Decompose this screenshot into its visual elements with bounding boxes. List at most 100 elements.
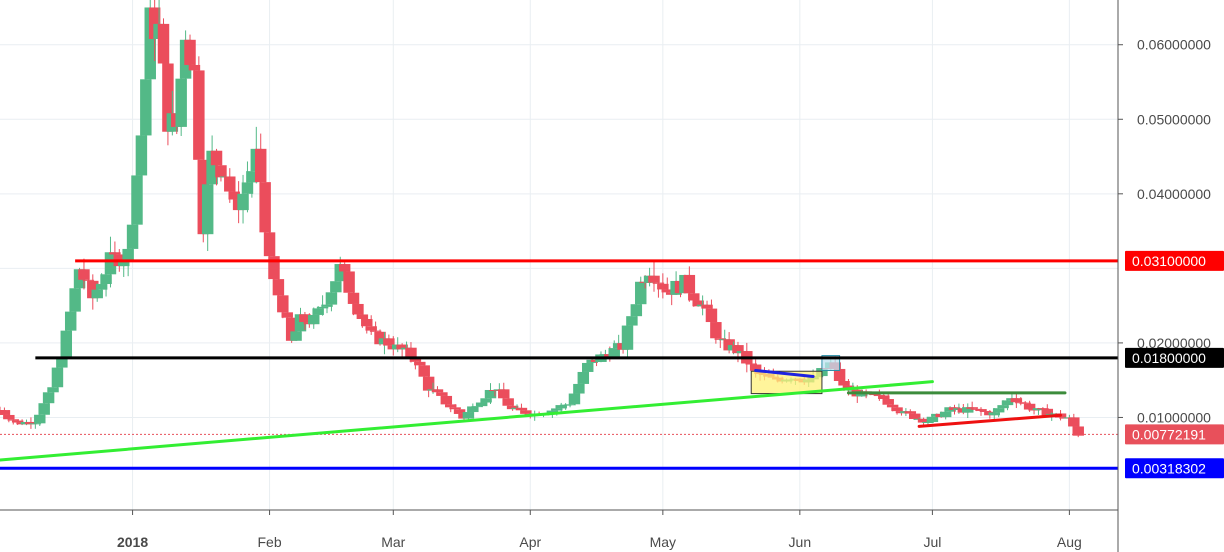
- candle-body: [69, 288, 81, 312]
- candle-body: [418, 365, 430, 377]
- candle-body: [732, 345, 744, 354]
- candle-body: [480, 398, 492, 403]
- candle-body: [215, 165, 227, 178]
- candle-body: [34, 414, 46, 424]
- candle-body: [308, 314, 320, 325]
- candle-body: [285, 317, 298, 341]
- candle-body: [157, 23, 170, 64]
- x-tick-label: Apr: [519, 534, 541, 550]
- candle-body: [241, 182, 254, 194]
- candle-body: [91, 289, 103, 299]
- candle-body: [193, 70, 205, 160]
- candle-body: [626, 316, 638, 326]
- candle-body: [405, 347, 417, 358]
- candle-body: [939, 411, 952, 418]
- candle-body: [1019, 402, 1031, 404]
- candle-body: [312, 308, 324, 315]
- candle-body: [551, 408, 563, 411]
- candle-body: [361, 318, 373, 327]
- candle-body: [705, 308, 718, 323]
- candle-body: [475, 402, 488, 407]
- candle-body: [131, 175, 143, 225]
- candle-body: [224, 176, 236, 192]
- candle-body: [471, 406, 483, 408]
- candle-body: [453, 409, 466, 414]
- candle-body: [621, 325, 634, 350]
- candle-body: [608, 348, 620, 358]
- candle-body: [506, 405, 519, 410]
- candle-body: [330, 281, 342, 293]
- candle-body: [1068, 417, 1080, 427]
- candle-body: [891, 407, 903, 412]
- candle-body: [710, 322, 722, 339]
- price-tag: [1125, 424, 1224, 445]
- candle-body: [1023, 403, 1036, 410]
- candle-body: [38, 403, 50, 415]
- y-tick-label: 0.05000000: [1137, 111, 1211, 127]
- candle-body: [60, 330, 73, 358]
- candle-body: [64, 311, 77, 331]
- candle-body: [652, 282, 665, 284]
- candle-body: [878, 395, 890, 400]
- candle-body: [201, 184, 214, 235]
- price-tag-label: 0.01800000: [1132, 350, 1206, 366]
- candle-body: [126, 224, 139, 249]
- candle-body: [369, 330, 382, 332]
- price-tag: [1125, 250, 1224, 271]
- candle-body: [882, 399, 894, 405]
- candle-body: [254, 148, 267, 183]
- candle-body: [51, 367, 64, 388]
- candle-body: [657, 283, 669, 290]
- candle-body: [325, 292, 338, 305]
- candle-body: [502, 398, 514, 406]
- candle-body: [321, 304, 333, 307]
- grid: [0, 0, 1118, 510]
- candle-body: [515, 407, 528, 411]
- candle-body: [263, 232, 276, 257]
- candle-body: [259, 182, 271, 233]
- candle-body: [237, 193, 249, 211]
- x-tick-label: May: [650, 534, 676, 550]
- candle-body: [135, 135, 148, 176]
- candle-body: [162, 63, 174, 132]
- candle-body: [3, 414, 15, 420]
- candle-body: [997, 405, 1009, 409]
- candle-body: [489, 389, 501, 391]
- candle-body: [316, 306, 329, 309]
- candle-body: [188, 64, 201, 71]
- candle-body: [979, 410, 992, 412]
- candle-body: [1037, 408, 1049, 410]
- candle-body: [281, 312, 293, 318]
- candle-body: [268, 256, 280, 280]
- candle-body: [277, 295, 289, 313]
- candle-body: [886, 404, 899, 408]
- candle-body: [922, 421, 934, 423]
- candle-body: [701, 304, 713, 309]
- candle-body: [25, 421, 37, 425]
- candle-body: [683, 274, 696, 294]
- candle-body: [436, 392, 448, 396]
- trendline-support: [0, 380, 934, 462]
- candle-body: [988, 412, 1000, 416]
- candle-body: [723, 339, 735, 351]
- candle-body: [661, 289, 673, 293]
- candle-body: [1072, 426, 1084, 436]
- candle-body: [555, 405, 567, 409]
- candle-body: [290, 331, 302, 341]
- price-tag: [1125, 347, 1224, 368]
- candle-body: [11, 420, 24, 423]
- candle-body: [184, 39, 196, 65]
- candle-body: [356, 314, 369, 319]
- candle-body: [975, 409, 987, 411]
- candle-body: [1041, 408, 1054, 416]
- candle-body: [992, 408, 1005, 413]
- candle-body: [833, 368, 846, 381]
- drawings: [0, 259, 1118, 470]
- candle-body: [449, 407, 461, 410]
- candle-body: [7, 419, 19, 421]
- trendline-range-bottom: [917, 413, 1063, 428]
- candle-body: [87, 280, 99, 299]
- x-tick-label: Aug: [1057, 534, 1082, 550]
- candle-body: [104, 252, 117, 275]
